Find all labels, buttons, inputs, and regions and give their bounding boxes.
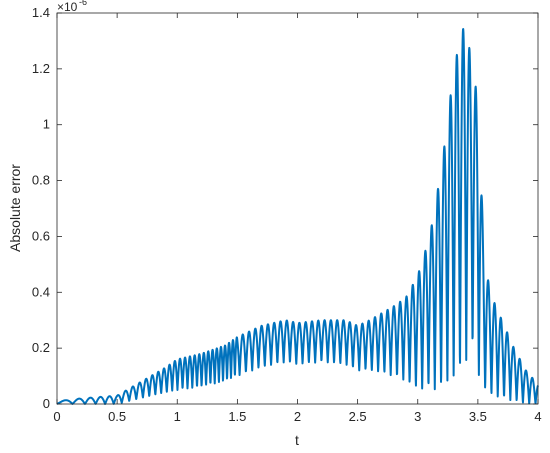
x-tick-label: 3 <box>414 409 421 424</box>
x-tick-label: 3.5 <box>469 409 487 424</box>
y-tick-label: 0.4 <box>32 284 50 299</box>
x-tick-label: 4 <box>534 409 541 424</box>
data-layer <box>56 28 539 405</box>
y-tick-label: 1.4 <box>32 5 50 20</box>
y-tick-label: 0.2 <box>32 340 50 355</box>
x-tick-label: 2 <box>294 409 301 424</box>
y-exponent-base: ×10 <box>57 0 78 14</box>
y-tick-label: 1.2 <box>32 61 50 76</box>
series-line-absolute-error <box>56 28 539 405</box>
y-tick-label: 0.6 <box>32 228 50 243</box>
x-tick-label: 0 <box>53 409 60 424</box>
x-tick-label: 1.5 <box>228 409 246 424</box>
x-axis-label: t <box>295 432 299 448</box>
y-tick-label: 1 <box>43 117 50 132</box>
x-tick-label: 1 <box>174 409 181 424</box>
y-tick-label: 0 <box>43 396 50 411</box>
y-tick-label: 0.8 <box>32 173 50 188</box>
x-ticks: 0 0.5 1 1.5 2 2.5 3 3.5 4 <box>53 13 542 424</box>
y-exponent-power: -6 <box>79 0 87 7</box>
y-exponent: ×10 -6 <box>57 0 87 14</box>
x-tick-label: 0.5 <box>108 409 126 424</box>
y-axis-label: Absolute error <box>7 164 23 252</box>
x-tick-label: 2.5 <box>349 409 367 424</box>
y-ticks: 0 0.2 0.4 0.6 0.8 1 1.2 1.4 <box>32 5 538 411</box>
